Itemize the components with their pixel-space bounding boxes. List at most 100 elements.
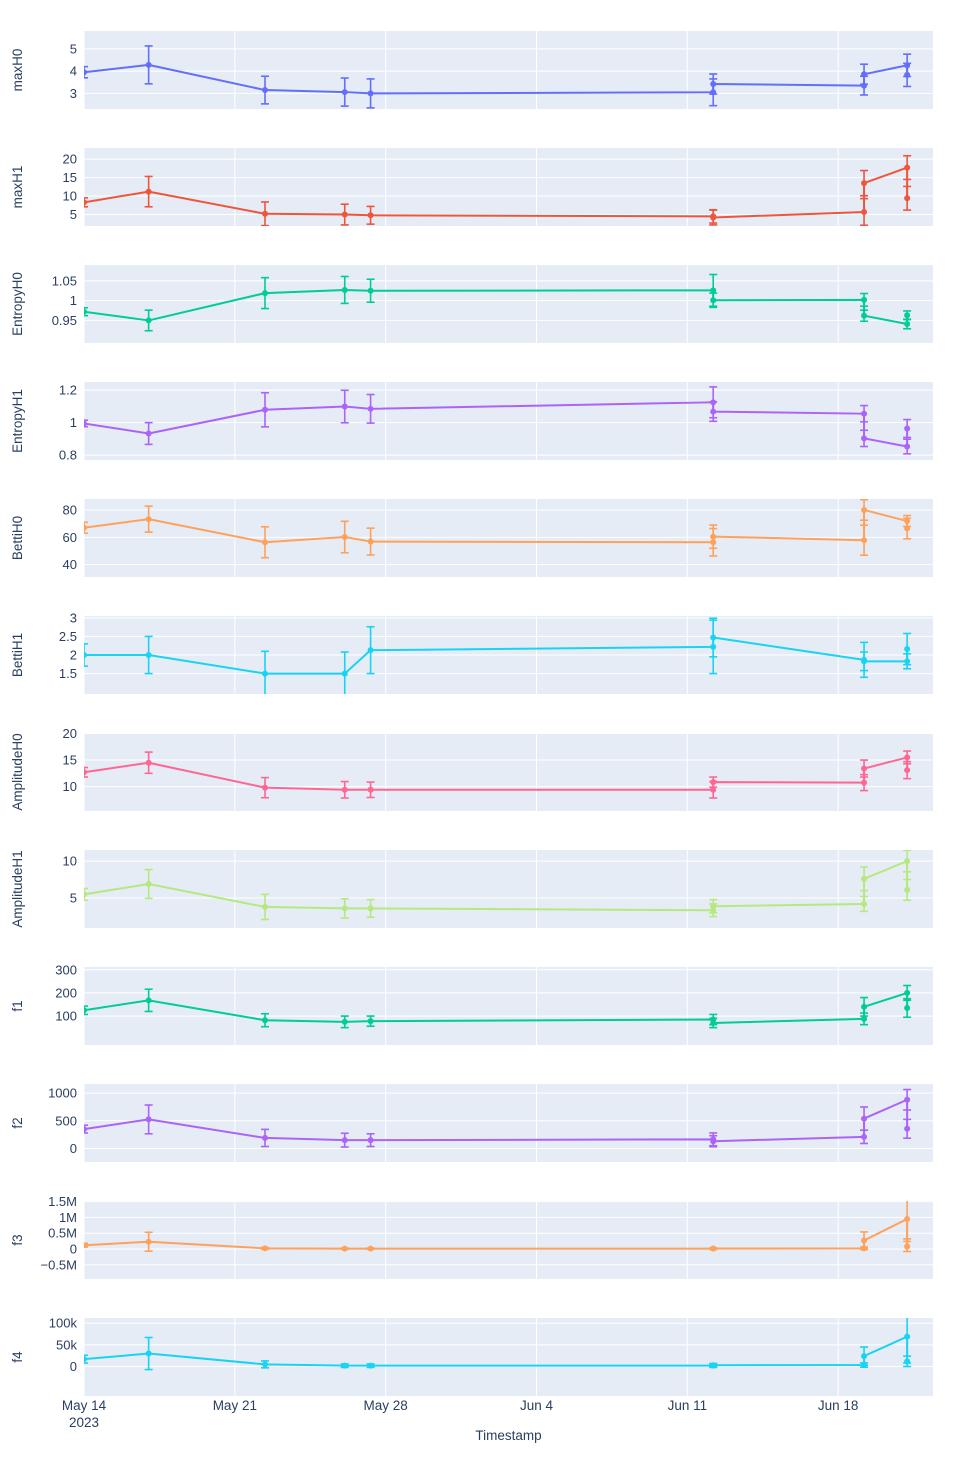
data-point <box>904 989 911 996</box>
data-point <box>341 905 348 912</box>
data-point <box>367 1137 374 1144</box>
series-EntropyH1 <box>84 386 912 455</box>
data-point <box>904 164 911 171</box>
data-point <box>861 296 868 303</box>
y-tick-label: 15 <box>63 753 77 768</box>
y-axis-title-EntropyH1: EntropyH1 <box>10 389 25 453</box>
data-point <box>262 903 269 910</box>
data-point <box>710 533 717 540</box>
series-f4 <box>84 1318 912 1371</box>
plot-area[interactable] <box>84 967 933 1045</box>
data-point <box>341 89 348 96</box>
series-EntropyH0 <box>84 273 912 332</box>
data-point <box>262 87 269 94</box>
y-tick-label: 2 <box>70 648 77 663</box>
data-point <box>145 516 152 523</box>
data-point <box>84 199 87 206</box>
data-point <box>710 786 717 793</box>
plot-area[interactable] <box>84 1084 933 1162</box>
y-tick-label: 0 <box>70 1141 77 1156</box>
subplot-f2: 0 500 1000 f2 <box>10 1084 933 1162</box>
data-point <box>710 539 717 546</box>
plot-area[interactable] <box>84 382 933 460</box>
data-point <box>262 406 269 413</box>
data-point <box>710 643 717 650</box>
data-point <box>145 1116 152 1123</box>
data-point <box>904 1358 911 1365</box>
y-tick-label: 1 <box>70 293 77 308</box>
data-point <box>145 881 152 888</box>
data-point <box>710 408 717 415</box>
y-tick-label: 100k <box>49 1316 78 1331</box>
data-point <box>904 1096 911 1103</box>
data-point <box>84 420 87 427</box>
plot-area[interactable] <box>84 733 933 811</box>
data-point <box>710 287 717 294</box>
data-point <box>262 1245 269 1252</box>
plot-area[interactable] <box>84 148 933 226</box>
x-axis-title: Timestamp <box>475 1428 542 1443</box>
data-point <box>710 1020 717 1027</box>
data-point <box>262 539 269 546</box>
data-point <box>861 312 868 319</box>
y-axis-title-EntropyH0: EntropyH0 <box>10 272 25 336</box>
data-point <box>341 1245 348 1252</box>
data-point <box>904 754 911 761</box>
plot-area[interactable] <box>84 1201 933 1279</box>
y-axis-title-f1: f1 <box>10 1000 25 1011</box>
data-point <box>84 652 87 658</box>
data-point <box>904 312 911 319</box>
y-tick-label: 1.5 <box>59 666 77 681</box>
series-BettiH0 <box>84 499 912 559</box>
y-tick-label: 15 <box>63 170 77 185</box>
data-point <box>710 81 717 88</box>
subplot-f4: 0 50k 100k f4 <box>10 1316 933 1396</box>
data-point <box>84 891 87 898</box>
data-point <box>367 1362 374 1369</box>
data-point <box>710 1362 717 1369</box>
data-point <box>341 1137 348 1144</box>
y-tick-label: 1.05 <box>52 273 77 288</box>
data-point <box>341 1362 348 1369</box>
data-point <box>861 765 868 772</box>
series-AmplitudeH1 <box>84 850 912 921</box>
plot-area[interactable] <box>84 31 933 109</box>
y-tick-label: 10 <box>63 779 77 794</box>
x-tick-label: Jun 4 <box>520 1398 554 1413</box>
data-point <box>367 1018 374 1025</box>
subplot-EntropyH0: 0.95 1 1.05 EntropyH0 <box>10 265 933 343</box>
y-axis-title-BettiH1: BettiH1 <box>10 633 25 677</box>
data-point <box>367 212 374 219</box>
y-tick-label: 5 <box>70 891 77 906</box>
data-point <box>904 767 911 774</box>
y-tick-label: 1.5M <box>48 1194 77 1209</box>
series-f3 <box>84 1201 912 1253</box>
y-tick-label: 1.2 <box>59 383 77 398</box>
plot-area[interactable] <box>84 850 933 928</box>
y-tick-label: 200 <box>55 985 77 1000</box>
data-point <box>904 1243 911 1250</box>
data-point <box>145 652 152 658</box>
plot-area[interactable] <box>84 265 933 343</box>
data-point <box>710 634 717 641</box>
series-maxH0 <box>84 45 912 109</box>
data-point <box>145 997 152 1004</box>
y-axis-title-BettiH0: BettiH0 <box>10 516 25 560</box>
x-tick-label: Jun 11 <box>668 1398 708 1413</box>
data-point <box>341 403 348 410</box>
x-tick-label: Jun 18 <box>818 1398 859 1413</box>
y-tick-label: 0.8 <box>59 448 77 463</box>
data-point <box>145 1350 152 1357</box>
subplot-AmplitudeH0: 10 15 20 AmplitudeH0 <box>10 726 933 811</box>
subplot-maxH1: 5 10 15 20 maxH1 <box>10 148 933 226</box>
x-tick-year-label: 2023 <box>69 1415 99 1430</box>
plot-area[interactable] <box>84 1318 933 1396</box>
data-point <box>710 89 717 96</box>
y-tick-label: 0.95 <box>52 313 77 328</box>
series-f2 <box>84 1088 912 1148</box>
data-point <box>710 399 717 406</box>
data-point <box>861 537 868 544</box>
data-point <box>145 317 152 324</box>
data-point <box>710 903 717 910</box>
